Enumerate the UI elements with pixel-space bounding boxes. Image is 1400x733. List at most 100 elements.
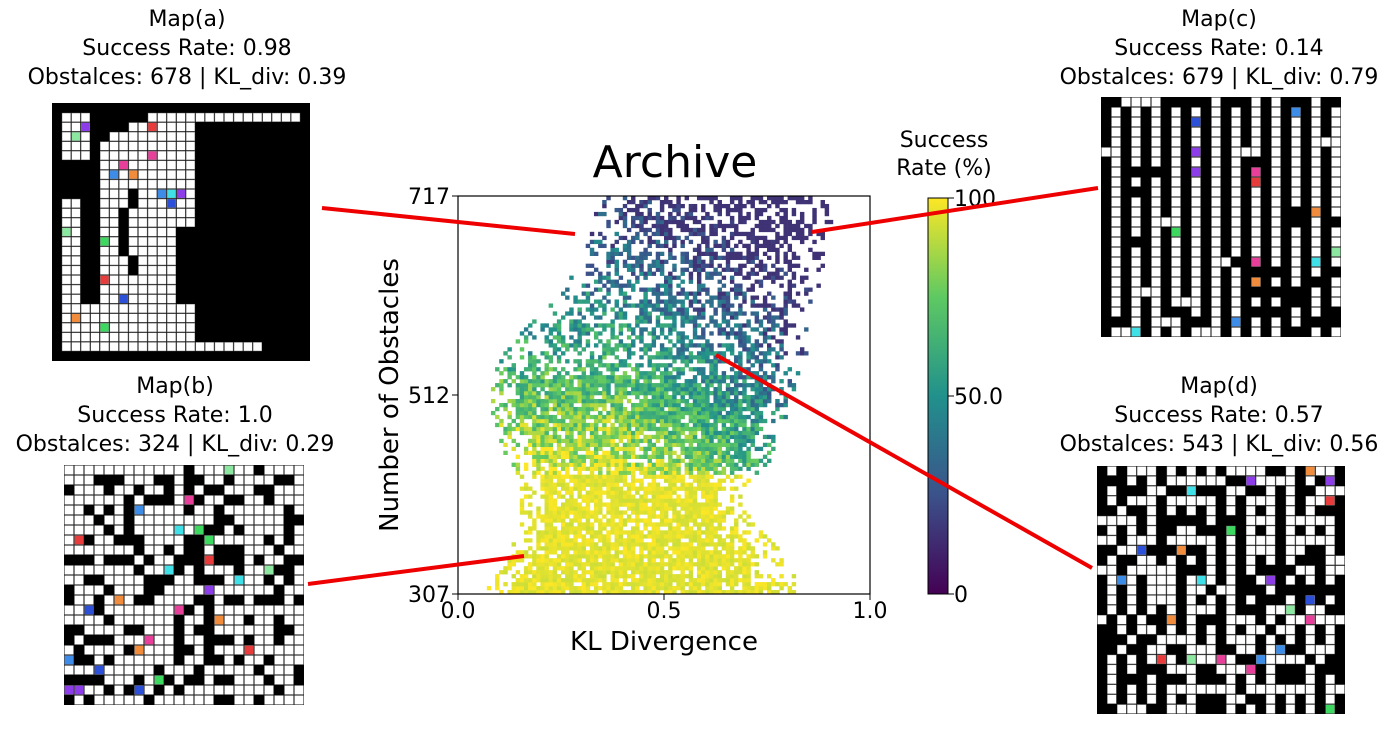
archive-cell	[598, 363, 603, 368]
archive-cell	[626, 590, 632, 595]
archive-cell	[528, 379, 533, 384]
archive-cell	[659, 418, 665, 424]
map-free-cell	[1315, 644, 1325, 655]
archive-cell	[544, 391, 549, 396]
archive-cell	[606, 426, 611, 432]
archive-cell	[622, 542, 628, 547]
archive-cell	[729, 466, 735, 471]
archive-cell	[692, 323, 698, 328]
archive-cell	[536, 470, 541, 475]
archive-cell	[701, 562, 706, 567]
map-free-cell	[1211, 327, 1221, 337]
archive-cell	[738, 343, 743, 348]
map-free-cell	[214, 595, 224, 605]
archive-cell	[523, 414, 529, 420]
archive-cell	[548, 486, 554, 491]
archive-cell	[676, 434, 681, 440]
archive-cell	[544, 383, 549, 388]
archive-cell	[783, 582, 788, 587]
archive-cell	[614, 478, 619, 483]
map-free-cell	[1111, 147, 1121, 157]
archive-cell	[655, 570, 661, 575]
archive-cell	[684, 426, 690, 432]
map-free-cell	[157, 151, 167, 161]
archive-cell	[565, 526, 570, 531]
archive-cell	[738, 327, 743, 332]
archive-cell	[717, 518, 722, 523]
archive-cell	[589, 379, 595, 384]
archive-cell	[659, 414, 665, 420]
archive-cell	[713, 307, 718, 312]
archive-cell	[503, 351, 508, 356]
map-free-cell	[94, 545, 104, 555]
map-free-cell	[1146, 625, 1157, 635]
archive-cell	[635, 363, 640, 368]
map-free-cell	[1166, 575, 1177, 585]
archive-cell	[659, 474, 665, 479]
archive-cell	[684, 259, 690, 264]
map-free-cell	[1107, 585, 1117, 595]
archive-cell	[626, 255, 632, 260]
archive-cell	[561, 426, 566, 432]
archive-cell	[606, 466, 611, 471]
archive-cell	[519, 486, 525, 491]
archive-cell	[631, 494, 636, 499]
archive-cell	[729, 538, 735, 543]
archive-cell	[734, 438, 739, 444]
archive-cell	[593, 534, 599, 539]
archive-cell	[598, 414, 603, 420]
archive-cell	[668, 466, 673, 471]
archive-cell	[647, 379, 652, 384]
map-free-cell	[100, 256, 110, 266]
archive-cell	[721, 315, 727, 320]
map-free-cell	[1166, 585, 1177, 595]
archive-cell	[659, 450, 665, 455]
archive-cell	[767, 458, 772, 463]
archive-cell	[552, 434, 558, 440]
archive-cell	[610, 570, 615, 575]
archive-cell	[705, 442, 710, 448]
archive-cell	[585, 339, 591, 344]
archive-cell	[556, 383, 562, 388]
archive-cell	[725, 506, 731, 511]
map-free-cell	[134, 465, 144, 475]
map-free-cell	[154, 605, 164, 615]
archive-cell	[561, 379, 566, 384]
archive-cell	[655, 466, 661, 471]
archive-cell	[680, 430, 685, 436]
map-free-cell	[1236, 615, 1246, 625]
map-free-cell	[244, 665, 254, 675]
archive-cell	[746, 319, 751, 324]
map-free-cell	[166, 131, 176, 141]
archive-cell	[602, 418, 607, 424]
archive-cell	[696, 466, 702, 471]
map-free-cell	[134, 495, 144, 505]
map-d-caption: Map(d) Success Rate: 0.57 Obstalces: 543…	[1044, 372, 1394, 459]
archive-cell	[688, 566, 694, 571]
archive-cell	[734, 434, 739, 440]
map-marker-cell	[1191, 117, 1201, 127]
map-free-cell	[147, 303, 157, 313]
archive-cell	[668, 299, 673, 304]
archive-cell	[635, 578, 640, 583]
archive-cell	[602, 434, 607, 440]
archive-cell	[729, 418, 735, 424]
map-free-cell	[164, 515, 174, 525]
archive-cell	[635, 502, 640, 507]
map-free-cell	[157, 342, 167, 352]
map-free-cell	[1151, 177, 1161, 187]
archive-cell	[651, 391, 657, 396]
archive-cell	[771, 371, 776, 376]
map-free-cell	[71, 122, 81, 132]
map-free-cell	[1191, 207, 1201, 217]
map-free-cell	[1171, 157, 1181, 167]
archive-cell	[709, 570, 714, 575]
archive-cell	[762, 275, 768, 280]
map-free-cell	[214, 665, 224, 675]
map-free-cell	[1315, 535, 1325, 546]
map-free-cell	[128, 122, 138, 132]
archive-cell	[696, 263, 702, 268]
map-free-cell	[147, 332, 157, 342]
archive-cell	[734, 406, 739, 412]
archive-cell	[668, 271, 673, 276]
